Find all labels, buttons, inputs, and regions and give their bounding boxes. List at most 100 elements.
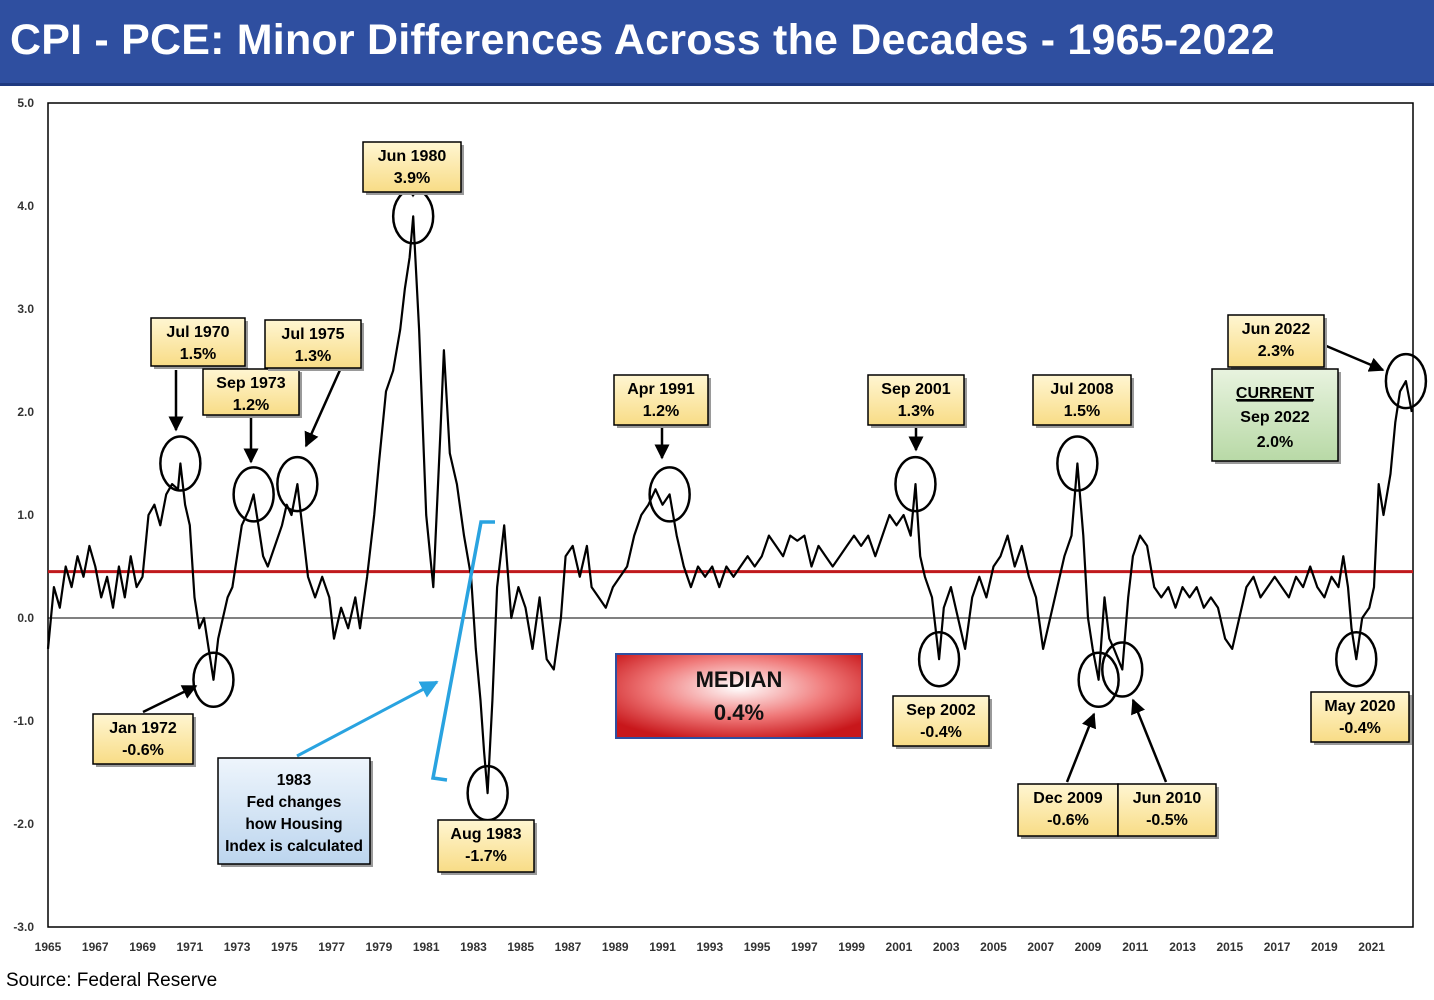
x-tick-label: 1983 xyxy=(460,940,487,954)
x-tick-label: 1987 xyxy=(555,940,582,954)
median-value: 0.4% xyxy=(714,700,764,725)
median-box xyxy=(615,653,863,739)
x-tick-label: 1985 xyxy=(507,940,534,954)
callout-circle xyxy=(1384,352,1428,410)
current-heading: CURRENT xyxy=(1236,385,1314,402)
callout-value: -1.7% xyxy=(465,848,507,865)
x-tick-label: 2009 xyxy=(1075,940,1102,954)
note-arrow xyxy=(296,680,439,758)
x-tick-label: 1993 xyxy=(696,940,723,954)
x-tick-label: 1977 xyxy=(318,940,345,954)
y-tick-label: 3.0 xyxy=(17,302,34,316)
callout-box xyxy=(1032,374,1132,426)
x-tick-label: 1965 xyxy=(35,940,62,954)
note-line: Index is calculated xyxy=(225,838,363,855)
current-date: Sep 2022 xyxy=(1240,409,1309,426)
x-tick-label: 2003 xyxy=(933,940,960,954)
callout-value: -0.6% xyxy=(1047,812,1089,829)
callout-date: Jul 1970 xyxy=(166,324,229,341)
x-tick-label: 1989 xyxy=(602,940,629,954)
callout-date: Jul 2008 xyxy=(1050,381,1113,398)
source-note: Source: Federal Reserve xyxy=(6,970,218,991)
y-tick-label: 0.0 xyxy=(17,611,34,625)
callout-value: -0.6% xyxy=(122,742,164,759)
callout-date: Aug 1983 xyxy=(450,826,521,843)
callout-box xyxy=(867,374,965,426)
callout-date: Jan 1972 xyxy=(109,720,177,737)
callout-date: Jun 1980 xyxy=(378,148,447,165)
callout-date: Dec 2009 xyxy=(1033,790,1102,807)
y-tick-label: 1.0 xyxy=(17,508,34,522)
callout-date: May 2020 xyxy=(1324,698,1395,715)
x-tick-label: 2007 xyxy=(1027,940,1054,954)
x-tick-label: 1969 xyxy=(129,940,156,954)
callout-arrow xyxy=(304,369,342,448)
callout-circle xyxy=(648,466,691,523)
callout-value: -0.5% xyxy=(1146,812,1188,829)
callout-date: Jun 2022 xyxy=(1242,321,1311,338)
x-tick-label: 2005 xyxy=(980,940,1007,954)
note-line: 1983 xyxy=(277,772,312,789)
callout-value: 1.5% xyxy=(1064,403,1100,420)
y-tick-label: 2.0 xyxy=(17,405,34,419)
callout-circle xyxy=(1077,651,1120,709)
callout-value: -0.4% xyxy=(1339,720,1381,737)
y-tick-label: 5.0 xyxy=(17,96,34,110)
note-box xyxy=(217,757,371,865)
x-tick-label: 2017 xyxy=(1264,940,1291,954)
x-tick-label: 1997 xyxy=(791,940,818,954)
note-line: Fed changes xyxy=(247,794,342,811)
x-tick-label: 1991 xyxy=(649,940,676,954)
chart-title: CPI - PCE: Minor Differences Across the … xyxy=(10,16,1275,64)
callout-value: 1.3% xyxy=(898,403,934,420)
cpi-pce-series-line xyxy=(46,215,1413,795)
callout-box xyxy=(92,713,194,765)
housing-bracket xyxy=(430,520,495,782)
x-tick-label: 1971 xyxy=(176,940,203,954)
callout-box xyxy=(1227,314,1325,368)
callout-box xyxy=(150,317,246,367)
chart-title-bar: CPI - PCE: Minor Differences Across the … xyxy=(0,0,1434,86)
callout-value: -0.4% xyxy=(920,724,962,741)
callout-date: Jul 1975 xyxy=(281,326,344,343)
y-tick-label: -2.0 xyxy=(13,817,34,831)
callout-date: Jun 2010 xyxy=(1133,790,1202,807)
callout-box xyxy=(264,319,362,369)
callout-circle xyxy=(159,435,202,492)
x-tick-label: 1967 xyxy=(82,940,109,954)
callout-arrow xyxy=(1065,712,1096,783)
callout-box xyxy=(202,368,300,416)
x-tick-label: 2001 xyxy=(886,940,913,954)
x-tick-label: 1975 xyxy=(271,940,298,954)
current-value: 2.0% xyxy=(1257,434,1293,451)
x-tick-label: 2015 xyxy=(1216,940,1243,954)
callout-circle xyxy=(232,466,275,523)
x-tick-label: 2013 xyxy=(1169,940,1196,954)
callout-date: Apr 1991 xyxy=(627,381,695,398)
x-tick-label: 1995 xyxy=(744,940,771,954)
note-line: how Housing xyxy=(245,816,342,833)
callout-date: Sep 2002 xyxy=(906,702,975,719)
callout-box xyxy=(362,141,462,193)
callout-date: Sep 2001 xyxy=(881,381,950,398)
callout-value: 1.5% xyxy=(180,346,216,363)
callout-circle xyxy=(276,455,319,513)
callout-box xyxy=(437,819,535,873)
x-tick-label: 1981 xyxy=(413,940,440,954)
callout-circle xyxy=(1335,630,1378,688)
x-tick-label: 2011 xyxy=(1122,940,1148,954)
y-tick-label: -3.0 xyxy=(13,920,34,934)
callout-value: 3.9% xyxy=(394,170,430,187)
callout-circle xyxy=(192,651,235,709)
callout-box xyxy=(613,374,709,426)
x-tick-label: 2021 xyxy=(1358,940,1385,954)
x-tick-label: 1979 xyxy=(366,940,393,954)
x-tick-label: 2019 xyxy=(1311,940,1338,954)
callout-value: 1.2% xyxy=(233,397,269,414)
callout-circle xyxy=(917,630,961,688)
callout-circle xyxy=(894,455,937,513)
callout-box xyxy=(892,695,990,747)
y-tick-label: 4.0 xyxy=(17,199,34,213)
x-tick-label: 1973 xyxy=(224,940,251,954)
